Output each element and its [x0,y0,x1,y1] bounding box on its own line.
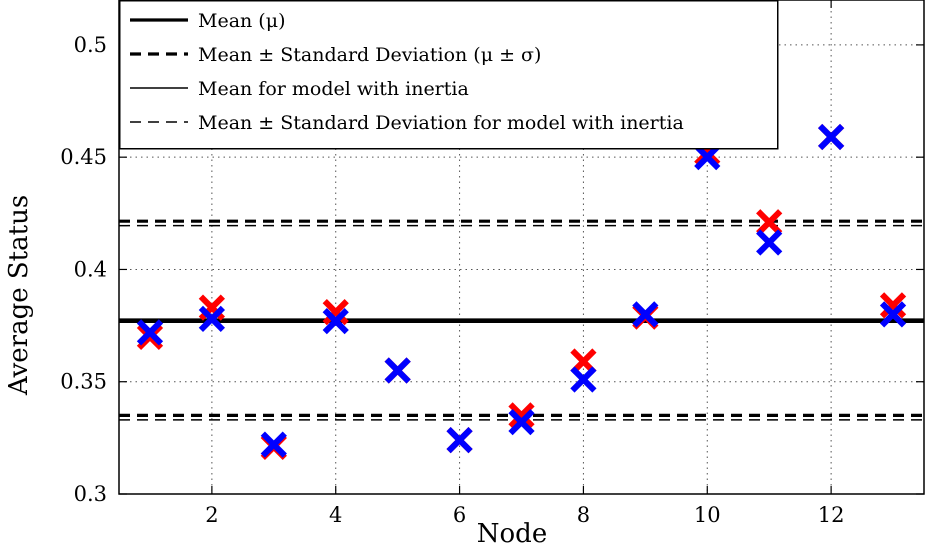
data-point-blue [136,319,164,346]
x-tick-label: 6 [453,503,466,527]
x-axis-title: Node [477,519,547,549]
y-tick-label: 0.45 [60,145,107,169]
data-point-blue [508,409,535,436]
data-point-blue [384,357,411,384]
x-tick-label: 10 [694,503,721,527]
marker-stroke [817,123,845,151]
data-point-red [756,209,783,236]
marker-stroke [879,292,907,319]
data-markers [136,123,907,460]
y-axis-title: Average Status [4,195,34,396]
marker-stroke [756,229,783,256]
y-tick-label: 0.4 [74,257,107,281]
data-point-blue [817,123,845,151]
data-point-blue [756,229,783,256]
legend-label: Mean (μ) [198,10,285,32]
legend-label: Mean ± Standard Deviation for model with… [198,112,684,134]
data-point-blue [322,307,349,335]
marker-stroke [508,409,535,436]
data-point-red [879,292,907,319]
x-tick-label: 12 [818,503,845,527]
plot-frame [118,0,925,495]
marker-stroke [384,357,411,384]
reference-lines [119,219,924,421]
marker-stroke [446,426,473,454]
marker-stroke [322,298,349,326]
data-point-blue [694,144,721,171]
legend: Mean (μ) Mean ± Standard Deviation (μ ± σ… [119,0,779,150]
data-point-red [508,402,535,429]
axes: 2 4 6 8 10 12 0.3 0.35 0.4 0.45 0.5 [60,0,925,527]
marker-stroke [879,301,907,328]
legend-label: Mean ± Standard Deviation (μ ± σ) [198,44,541,66]
x-tick-label: 2 [205,503,218,527]
data-point-blue [879,301,907,328]
marker-stroke [198,305,226,332]
data-point-blue [198,305,226,332]
marker-stroke [756,209,783,236]
marker-stroke [136,319,164,346]
data-point-blue [446,426,473,454]
y-tick-label: 0.3 [74,482,107,506]
marker-stroke [136,323,164,350]
data-point-red [322,298,349,326]
x-tick-label: 8 [577,503,590,527]
y-tick-label: 0.5 [74,33,107,57]
legend-label: Mean for model with inertia [198,78,469,100]
data-point-blue [260,431,287,458]
data-point-red [136,323,164,350]
y-tick-label: 0.35 [60,370,107,394]
x-tick-label: 4 [329,503,342,527]
marker-stroke [694,144,721,171]
marker-stroke [570,366,597,393]
data-point-blue [570,366,597,393]
marker-stroke [260,431,287,458]
marker-stroke [322,307,349,335]
marker-stroke [632,301,659,328]
marker-stroke [508,402,535,429]
data-point-blue [632,301,659,328]
legend-box [119,0,779,150]
